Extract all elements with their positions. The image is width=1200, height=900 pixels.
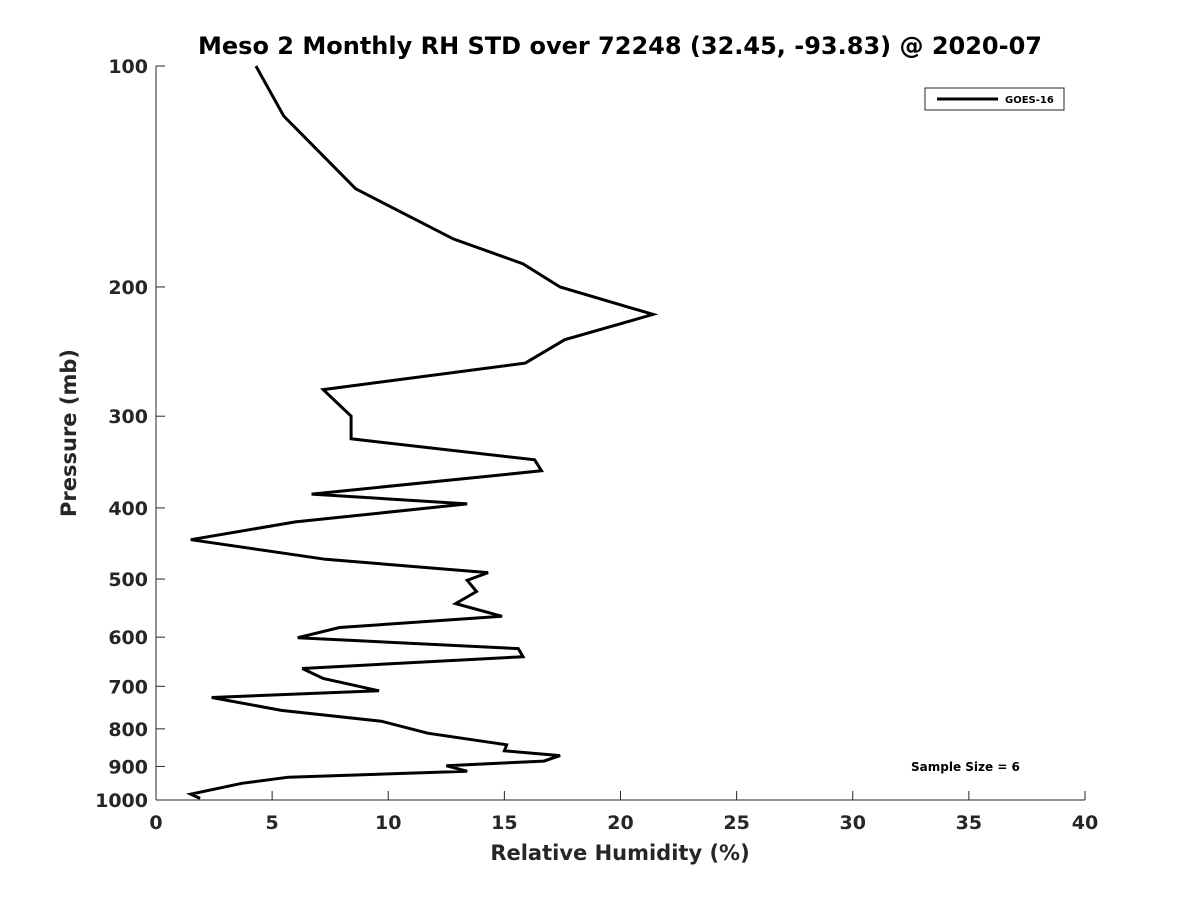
x-tick-label: 20: [607, 812, 633, 834]
y-tick-label: 800: [108, 719, 148, 741]
y-tick-label: 300: [108, 406, 148, 428]
x-tick-label: 35: [956, 812, 982, 834]
x-tick-label: 30: [840, 812, 866, 834]
legend-label-goes16: GOES-16: [1005, 95, 1054, 106]
plot-area: [186, 65, 659, 800]
x-tick-label: 25: [723, 812, 749, 834]
tick-labels: 0 5 10 15 20 25 30 35 40 100 200 300 400 500 600 700 800…: [95, 56, 1098, 834]
y-axis-label: Pressure (mb): [57, 349, 81, 517]
x-tick-label: 10: [375, 812, 401, 834]
y-tick-label: 1000: [95, 790, 148, 812]
y-tick-label: 400: [108, 498, 148, 520]
y-tick-label: 200: [108, 277, 148, 299]
y-tick-label: 900: [108, 756, 148, 778]
legend: GOES-16: [924, 87, 1065, 111]
y-tick-label: 500: [108, 569, 148, 591]
sample-size-annotation: Sample Size = 6: [911, 760, 1020, 774]
y-tick-label: 700: [108, 676, 148, 698]
x-tick-label: 5: [266, 812, 279, 834]
chart-title: Meso 2 Monthly RH STD over 72248 (32.45,…: [198, 32, 1042, 60]
axes: [155, 65, 1086, 801]
x-tick-label: 15: [491, 812, 517, 834]
x-axis-label: Relative Humidity (%): [490, 841, 749, 865]
y-tick-label: 100: [108, 56, 148, 78]
series-line-goes-16: [186, 65, 659, 800]
x-tick-label: 40: [1072, 812, 1098, 834]
y-tick-label: 600: [108, 627, 148, 649]
x-tick-label: 0: [149, 812, 162, 834]
